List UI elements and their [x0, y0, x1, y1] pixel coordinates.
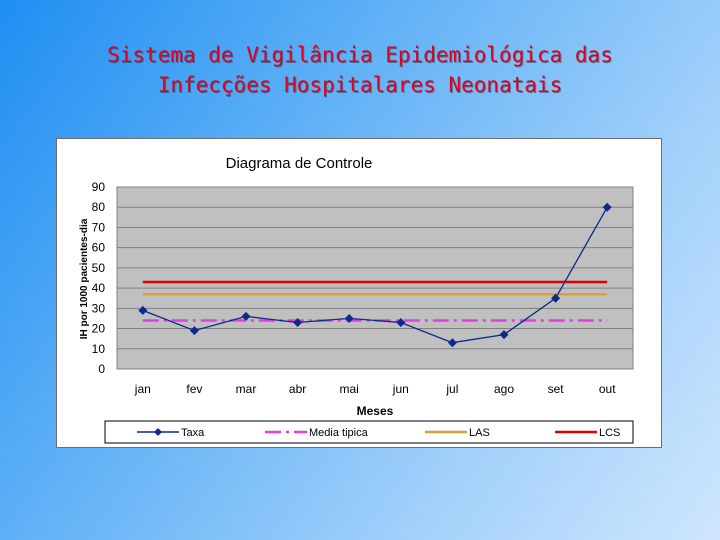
- legend: Taxa Media tipica LAS LCS: [137, 427, 620, 439]
- y-tick-label: 90: [92, 180, 106, 194]
- x-tick-label: fev: [186, 382, 202, 396]
- data-point-taxa: [551, 293, 561, 303]
- y-tick-label: 20: [92, 322, 106, 336]
- plot-area: [116, 186, 634, 370]
- x-tick-label: ago: [494, 382, 514, 396]
- legend-label: Taxa: [181, 427, 205, 439]
- y-tick-label: 50: [92, 261, 106, 275]
- slide-title-line-2: Infecções Hospitalares Neonatais: [157, 73, 563, 97]
- y-tick-label: 60: [92, 241, 106, 255]
- x-tick-label: set: [548, 382, 565, 396]
- legend-label: Media tipica: [309, 427, 369, 439]
- x-tick-label: jan: [134, 382, 151, 396]
- x-tick-label: mai: [340, 382, 359, 396]
- legend-item-taxa: Taxa: [137, 427, 205, 439]
- control-chart: Diagrama de Controle 0 10 20 30 40 50 60 70 80 90…: [79, 155, 634, 444]
- data-point-taxa: [189, 326, 199, 336]
- y-tick-label: 80: [92, 200, 106, 214]
- chart-frame: Diagrama de Controle 0 10 20 30 40 50 60 70 80 90…: [56, 138, 662, 448]
- legend-marker: [154, 428, 162, 436]
- x-tick-label: abr: [289, 382, 306, 396]
- series-taxa: [138, 202, 612, 348]
- y-tick-label: 10: [92, 342, 106, 356]
- data-point-taxa: [344, 313, 354, 323]
- y-tick-label: 70: [92, 220, 106, 234]
- chart-title: Diagrama de Controle: [226, 155, 373, 172]
- legend-item-media-tipica: Media tipica: [265, 427, 369, 439]
- slide-title-line-1: Sistema de Vigilância Epidemiológica das: [107, 43, 613, 67]
- x-tick-label: mar: [236, 382, 257, 396]
- y-axis-ticks: 0 10 20 30 40 50 60 70 80 90: [92, 180, 106, 376]
- legend-label: LCS: [599, 427, 620, 439]
- legend-label: LAS: [469, 427, 490, 439]
- legend-box: [104, 420, 634, 444]
- legend-item-las: LAS: [425, 427, 490, 439]
- x-tick-label: out: [599, 382, 616, 396]
- data-point-taxa: [602, 202, 612, 212]
- x-axis-label: Meses: [357, 404, 394, 418]
- legend-item-lcs: LCS: [555, 427, 620, 439]
- y-tick-label: 30: [92, 301, 106, 315]
- y-tick-label: 40: [92, 281, 106, 295]
- y-tick-label: 0: [98, 362, 105, 376]
- y-axis-label: IH por 1000 pacientes-dia: [79, 218, 90, 339]
- data-point-taxa: [447, 338, 457, 348]
- x-axis-ticks: jan fev mar abr mai jun jul ago set out: [134, 382, 616, 396]
- data-point-taxa: [241, 311, 251, 321]
- x-tick-label: jul: [445, 382, 458, 396]
- data-point-taxa: [293, 317, 303, 327]
- slide-title: Sistema de Vigilância Epidemiológica das…: [0, 40, 720, 100]
- x-tick-label: jun: [392, 382, 409, 396]
- series-line-taxa: [142, 206, 608, 344]
- data-point-taxa: [499, 330, 509, 340]
- data-point-taxa: [396, 317, 406, 327]
- series-layer: [138, 202, 612, 348]
- data-point-taxa: [138, 305, 148, 315]
